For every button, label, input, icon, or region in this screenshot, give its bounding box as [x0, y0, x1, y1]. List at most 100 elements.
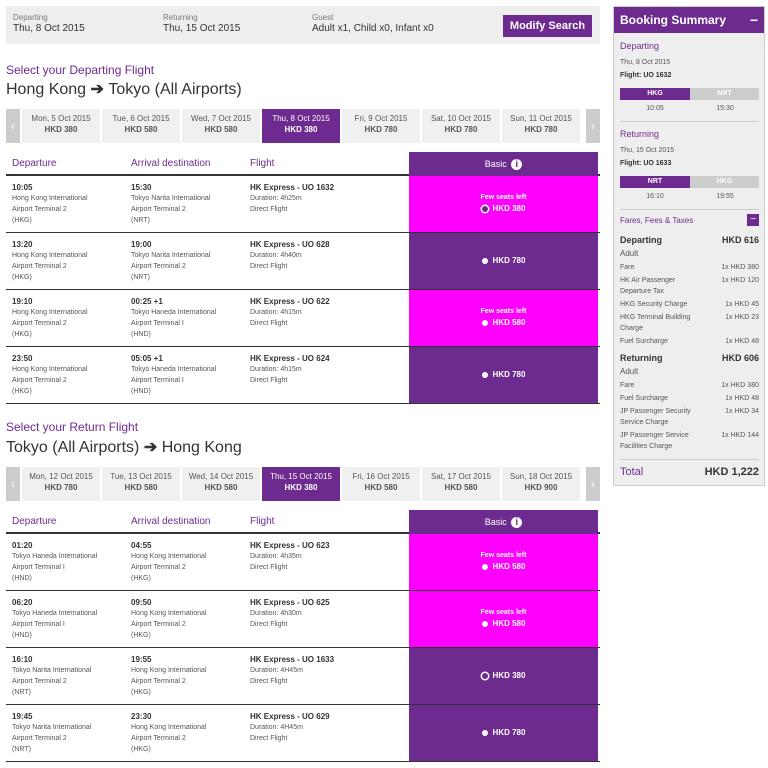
modify-search-button[interactable]: Modify Search	[503, 15, 592, 37]
departure-time: 16:10	[12, 655, 33, 664]
date-option[interactable]: Mon, 12 Oct 2015 HKD 780	[22, 467, 100, 501]
fee-label: Fuel Surcharge	[620, 395, 668, 402]
fare-radio[interactable]	[481, 205, 488, 212]
date-option[interactable]: Thu, 15 Oct 2015 HKD 380	[262, 467, 340, 501]
date-option[interactable]: Wed, 14 Oct 2015 HKD 580	[182, 467, 260, 501]
fee-line-item: JP Passenger Service Facilities Charge 1x…	[620, 430, 759, 452]
flight-type: Direct Flight	[250, 678, 288, 685]
flight-duration: Duration: 4H45m	[250, 724, 303, 731]
date-option[interactable]: Sun, 18 Oct 2015 HKD 900	[502, 467, 580, 501]
basic-label: Basic	[484, 159, 507, 169]
arrival-column-header: Arrival destination	[131, 158, 211, 169]
date-option[interactable]: Tue, 13 Oct 2015 HKD 580	[102, 467, 180, 501]
info-icon[interactable]: i	[511, 517, 523, 529]
fare-price-row[interactable]: HKD 780	[409, 369, 598, 381]
flight-cell: HK Express - UO 625 Duration: 4h30m Direct…	[250, 598, 330, 630]
date-label: Sat, 17 Oct 2015	[430, 472, 492, 481]
date-option[interactable]: Wed, 7 Oct 2015 HKD 580	[182, 109, 260, 143]
fare-price-row[interactable]: HKD 580	[409, 561, 598, 573]
departure-time: 23:50	[12, 354, 33, 363]
date-option[interactable]: Sat, 10 Oct 2015 HKD 780	[422, 109, 500, 143]
info-icon[interactable]: i	[511, 159, 523, 171]
fare-radio[interactable]	[481, 257, 488, 264]
fee-line-item: Fare 1x HKD 380	[620, 262, 759, 273]
arrival-terminal: Airport Terminal 2	[131, 263, 186, 270]
fare-price-row[interactable]: HKD 380	[409, 203, 598, 215]
arrival-code: (HND)	[131, 388, 151, 395]
returning-route: Tokyo (All Airports) ➔ Hong Kong	[6, 437, 242, 457]
chevron-right-icon[interactable]: ›	[586, 109, 600, 143]
returning-section-title: Select your Return Flight	[6, 420, 139, 434]
arrival-airport: Hong Kong International	[131, 610, 207, 617]
date-option[interactable]: Sat, 17 Oct 2015 HKD 580	[422, 467, 500, 501]
departing-flight-table: Departure Arrival destination Flight Bas…	[6, 152, 600, 404]
date-option[interactable]: Fri, 16 Oct 2015 HKD 580	[342, 467, 420, 501]
chevron-right-icon[interactable]: ›	[586, 467, 600, 501]
flight-duration: Duration: 4h40m	[250, 252, 302, 259]
departure-airport: Tokyo Haneda International	[12, 610, 98, 617]
flight-duration: Duration: 4H45m	[250, 667, 303, 674]
few-seats-badge: Few seats left	[480, 194, 527, 201]
fare-radio[interactable]	[481, 563, 488, 570]
booking-summary-header[interactable]: Booking Summary −	[614, 7, 764, 33]
date-option[interactable]: Mon, 5 Oct 2015 HKD 380	[22, 109, 100, 143]
fees-departing-label: Departing	[620, 235, 663, 245]
flight-type: Direct Flight	[250, 263, 288, 270]
fare-price-row[interactable]: HKD 780	[409, 255, 598, 267]
fare-radio[interactable]	[481, 729, 488, 736]
fare-radio[interactable]	[481, 620, 488, 627]
chevron-left-icon[interactable]: ‹	[6, 467, 20, 501]
arrival-code: (HKG)	[131, 746, 151, 753]
date-option[interactable]: Sun, 11 Oct 2015 HKD 780	[502, 109, 580, 143]
departure-airport: Hong Kong International	[12, 195, 88, 202]
chevron-left-icon[interactable]: ‹	[6, 109, 20, 143]
departure-terminal: Airport Terminal 2	[12, 678, 67, 685]
basic-fare-option[interactable]: HKD 780	[409, 233, 598, 289]
fees-returning-label: Returning	[620, 353, 663, 363]
summary-returning-label: Returning	[620, 129, 660, 139]
few-seats-badge: Few seats left	[480, 308, 527, 315]
arrival-cell: 00:25 +1 Tokyo Haneda International Airpor…	[131, 297, 216, 340]
date-option[interactable]: Fri, 9 Oct 2015 HKD 780	[342, 109, 420, 143]
date-option[interactable]: Thu, 8 Oct 2015 HKD 380	[262, 109, 340, 143]
departing-value: Thu, 8 Oct 2015	[13, 23, 85, 34]
arrival-terminal: Airport Terminal 2	[131, 621, 186, 628]
flight-duration: Duration: 4h25m	[250, 195, 302, 202]
date-label: Tue, 13 Oct 2015	[110, 472, 172, 481]
date-label: Mon, 5 Oct 2015	[31, 114, 91, 123]
departure-code: (HKG)	[12, 331, 32, 338]
fare-price-row[interactable]: HKD 780	[409, 727, 598, 739]
basic-fare-option[interactable]: Few seats left HKD 580	[409, 591, 598, 647]
fare-price-row[interactable]: HKD 580	[409, 317, 598, 329]
basic-fare-option[interactable]: HKD 380	[409, 648, 598, 704]
collapse-icon[interactable]: −	[747, 214, 759, 226]
fare-radio[interactable]	[481, 319, 488, 326]
basic-fare-option[interactable]: Few seats left HKD 380	[409, 176, 598, 232]
fare-price-row[interactable]: HKD 380	[409, 670, 598, 682]
arrival-terminal: Airport Terminal 2	[131, 735, 186, 742]
basic-fare-option[interactable]: Few seats left HKD 580	[409, 534, 598, 590]
arrival-code: (HKG)	[131, 632, 151, 639]
basic-fare-option[interactable]: Few seats left HKD 580	[409, 290, 598, 346]
arrival-cell: 15:30 Tokyo Narita International Airport T…	[131, 183, 210, 226]
fees-returning-amount: HKD 606	[721, 353, 759, 363]
collapse-icon[interactable]: −	[749, 12, 758, 28]
fee-label: Fare	[620, 264, 635, 271]
flight-number: HK Express - UO 628	[250, 240, 330, 249]
fee-label: Fare	[620, 382, 635, 389]
route-destination: HKG	[690, 176, 759, 188]
booking-summary-panel: Booking Summary − Departing Thu, 8 Oct 2…	[613, 6, 765, 486]
arrival-code: (NRT)	[131, 274, 150, 281]
fare-price-row[interactable]: HKD 580	[409, 618, 598, 630]
fees-header[interactable]: Fares, Fees & Taxes −	[620, 214, 759, 226]
fee-line-item: Fuel Surcharge 1x HKD 48	[620, 393, 759, 404]
departure-cell: 23:50 Hong Kong International Airport Term…	[12, 354, 88, 397]
date-price: HKD 780	[524, 125, 558, 134]
few-seats-badge: Few seats left	[480, 609, 527, 616]
basic-fare-option[interactable]: HKD 780	[409, 347, 598, 403]
fare-radio[interactable]	[481, 371, 488, 378]
fare-radio[interactable]	[481, 672, 488, 679]
basic-fare-option[interactable]: HKD 780	[409, 705, 598, 761]
date-option[interactable]: Tue, 6 Oct 2015 HKD 580	[102, 109, 180, 143]
departure-airport: Hong Kong International	[12, 366, 88, 373]
